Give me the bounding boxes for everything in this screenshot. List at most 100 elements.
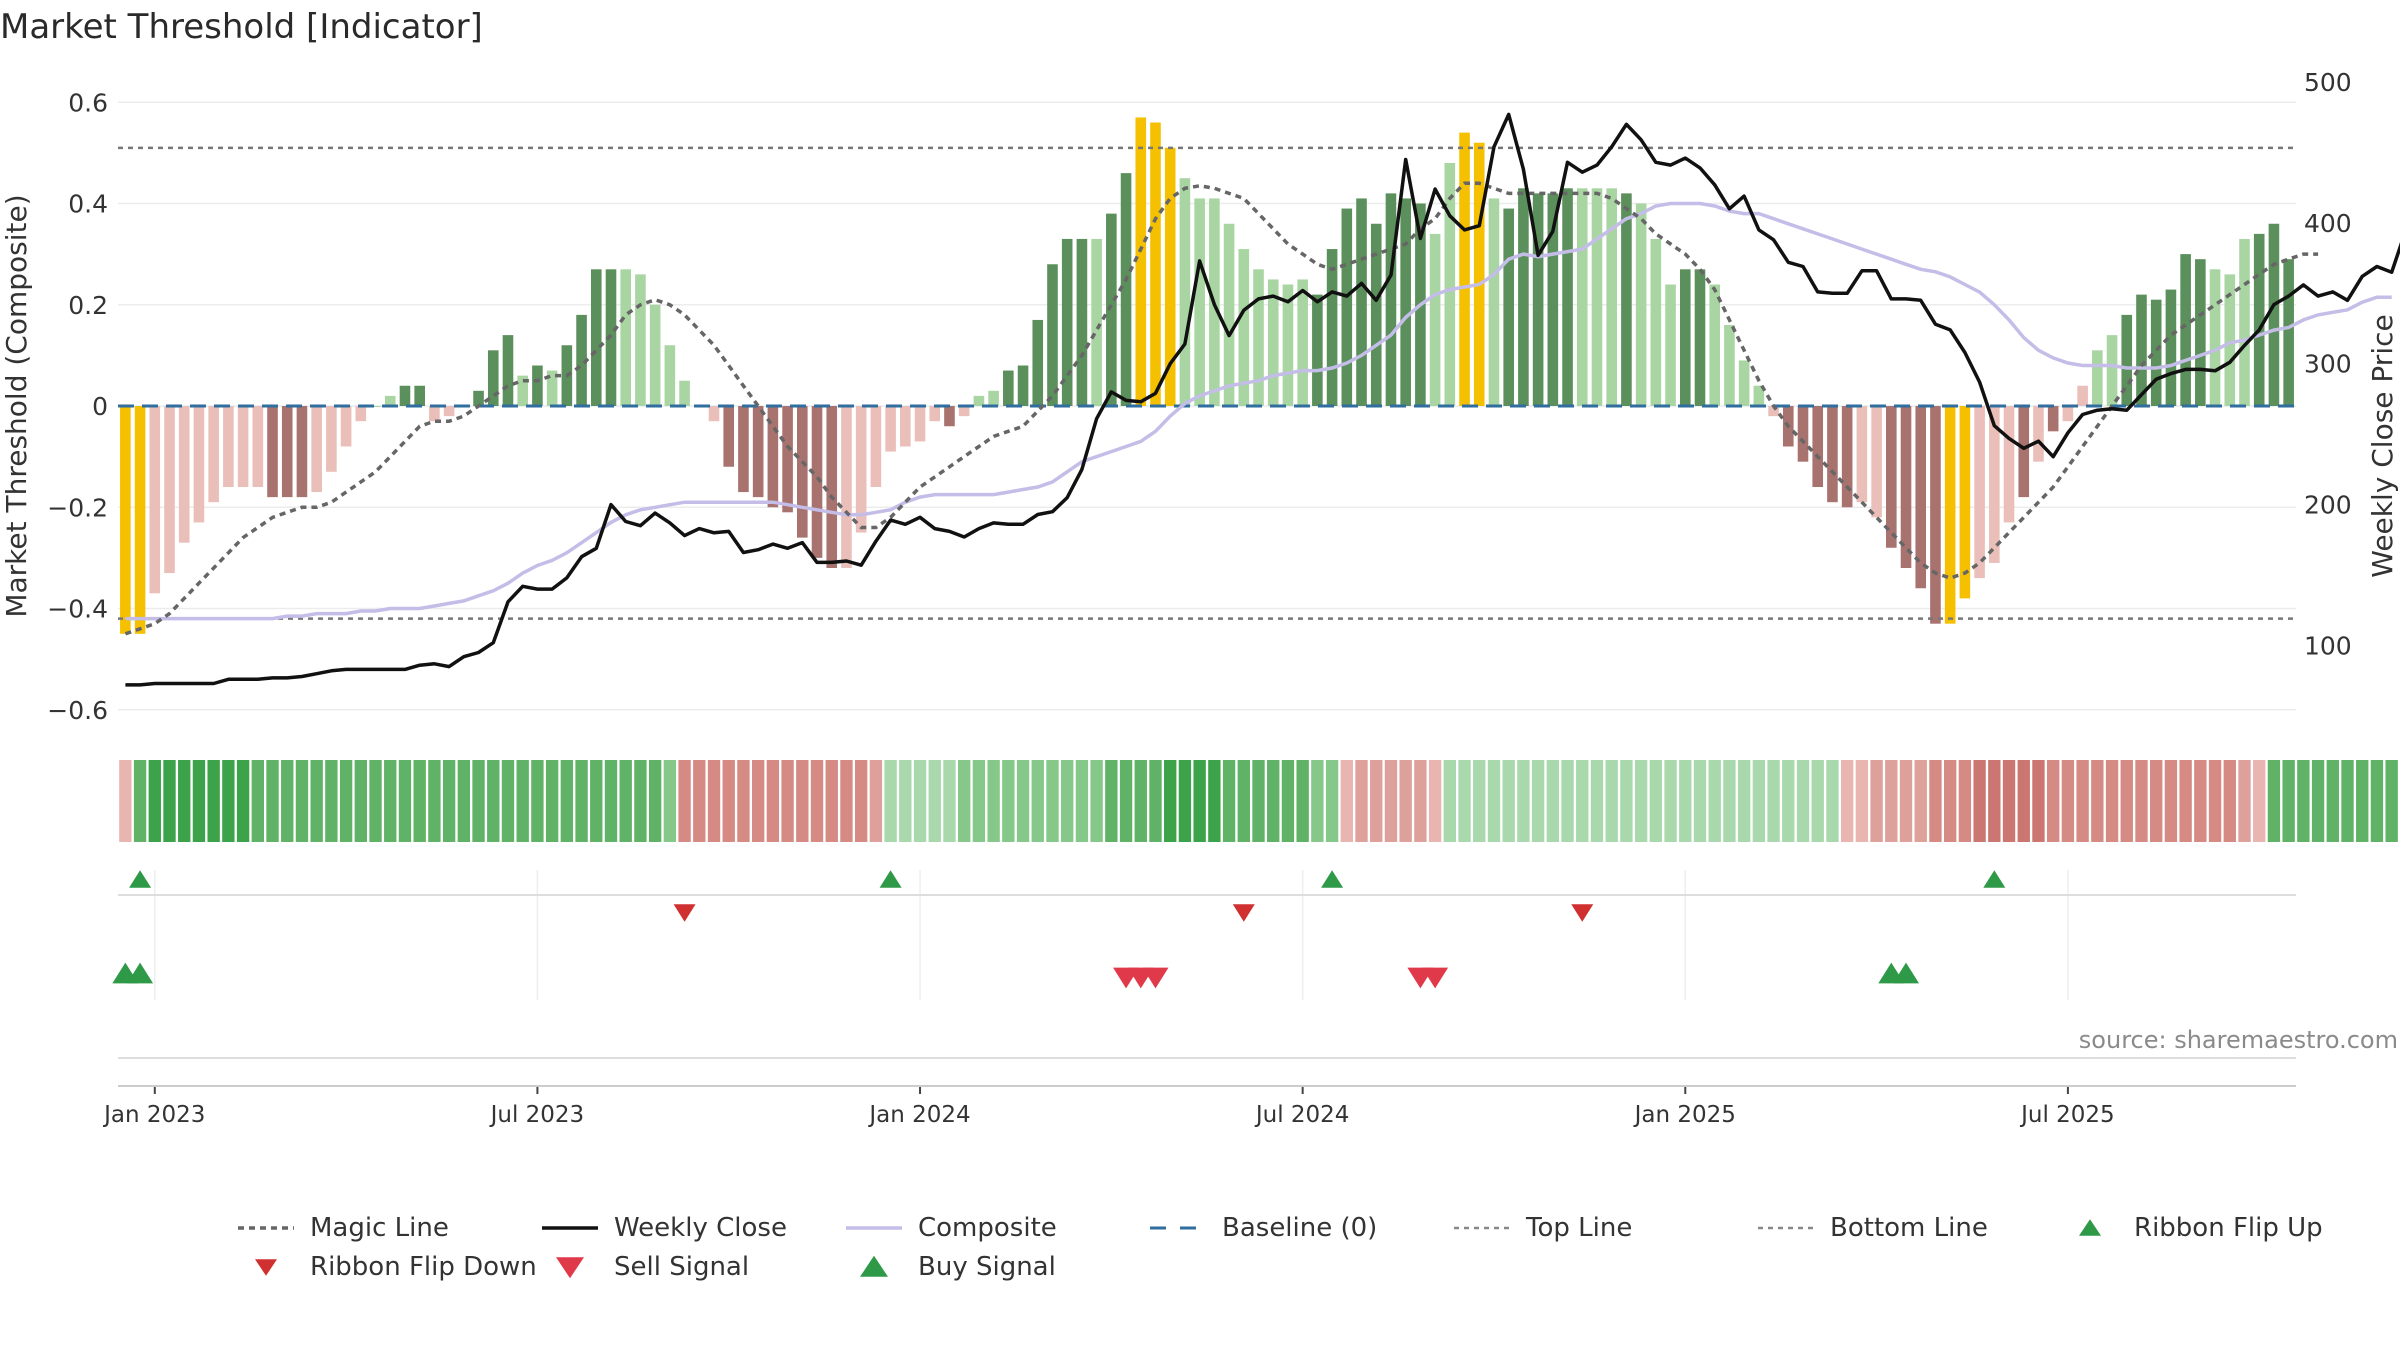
legend-label: Baseline (0) <box>1222 1213 1377 1243</box>
composite-bar <box>973 395 985 406</box>
composite-bar <box>1724 325 1735 406</box>
sell-signal-marker <box>1142 967 1169 989</box>
ribbon-cell <box>1458 760 1471 842</box>
composite-bar <box>620 269 632 406</box>
composite-bar <box>1223 223 1235 406</box>
composite-bar <box>1915 406 1927 589</box>
composite-bar <box>2209 269 2221 406</box>
ribbon-cell <box>148 760 161 842</box>
composite-bar <box>2136 294 2147 406</box>
ribbon-cell <box>442 760 456 842</box>
ribbon-cell <box>1222 760 1236 842</box>
ribbon-cell <box>2223 760 2236 842</box>
ribbon-cell <box>2370 760 2384 842</box>
composite-bar <box>1797 406 1809 462</box>
ribbon-cell <box>2002 760 2016 842</box>
ribbon-cell <box>1634 760 1648 842</box>
ribbon-cell <box>648 760 662 842</box>
composite-bar <box>311 406 322 493</box>
composite-bar <box>664 345 676 406</box>
composite-bar <box>797 406 808 538</box>
composite-bar <box>1665 284 1676 406</box>
ribbon-cell <box>1811 760 1824 842</box>
composite-bar <box>1812 406 1824 487</box>
y-tick-label: −0.4 <box>47 595 108 624</box>
composite-bar <box>1194 198 1205 406</box>
composite-bar <box>1106 213 1117 406</box>
ribbon-cell <box>133 760 147 842</box>
composite-bar <box>178 406 190 543</box>
ribbon-cell <box>398 760 412 842</box>
ribbon-cell <box>2164 760 2178 842</box>
composite-bar <box>2033 406 2044 462</box>
composite-bar <box>1370 223 1382 406</box>
composite-bar <box>1238 249 1250 406</box>
composite-bar <box>1547 193 1559 406</box>
chart-title: Market Threshold [Indicator] <box>0 7 483 47</box>
ribbon-cell <box>913 760 927 842</box>
composite-bar <box>900 406 911 447</box>
composite-bar <box>443 406 455 417</box>
ribbon-cell <box>958 760 971 842</box>
composite-bar <box>1120 173 1132 406</box>
composite-bar <box>1032 319 1044 406</box>
x-tick-label: Jan 2023 <box>102 1102 205 1128</box>
composite-bar <box>576 314 587 406</box>
x-tick-label: Jul 2023 <box>489 1102 585 1128</box>
signal-markers <box>112 870 2296 1087</box>
ribbon-flip-up-marker <box>879 870 902 888</box>
legend-label: Composite <box>918 1213 1057 1243</box>
ribbon-cell <box>1561 760 1574 842</box>
composite-bar <box>679 380 690 406</box>
composite-bar <box>267 406 278 498</box>
legend-label: Sell Signal <box>614 1252 749 1282</box>
ribbon-cell <box>987 760 1000 842</box>
x-tick-label: Jan 2025 <box>1633 1102 1736 1128</box>
ribbon-cell <box>2105 760 2119 842</box>
ribbon-cell <box>2297 760 2310 842</box>
composite-bar <box>826 406 838 568</box>
ribbon-cell <box>1473 760 1486 842</box>
ribbon-cell <box>1664 760 1677 842</box>
ribbon-cell <box>1502 760 1515 842</box>
ribbon-cell <box>1296 760 1309 842</box>
ribbon-cell <box>678 760 691 842</box>
composite-bar <box>223 406 234 487</box>
composite-bar <box>1635 203 1647 406</box>
ribbon-cell <box>2150 760 2163 842</box>
ribbon-cell <box>369 760 382 842</box>
ribbon-cell <box>2311 760 2325 842</box>
legend-label: Top Line <box>1525 1213 1632 1243</box>
ribbon-cell <box>884 760 897 842</box>
composite-bar <box>752 406 764 498</box>
ribbon-cell <box>1929 760 1942 842</box>
composite-bars <box>120 117 2294 634</box>
composite-bar <box>782 406 793 513</box>
ribbon-flip-up-marker <box>1321 870 1344 888</box>
composite-bar <box>1518 188 1529 406</box>
composite-bar <box>738 406 749 493</box>
composite-bar <box>708 406 720 422</box>
composite-bar <box>1444 163 1456 406</box>
legend-label: Ribbon Flip Up <box>2134 1213 2323 1243</box>
ribbon-cell <box>2253 760 2266 842</box>
ribbon-cell <box>487 760 500 842</box>
ribbon-cell <box>1046 760 1059 842</box>
ribbon-cell <box>1796 760 1810 842</box>
composite-bar <box>1944 406 1956 624</box>
composite-bar <box>1532 193 1544 406</box>
ribbon-cell <box>1090 760 1103 842</box>
ribbon-cell <box>236 760 250 842</box>
composite-bar <box>1459 132 1470 406</box>
ribbon-cell <box>1252 760 1265 842</box>
composite-bar <box>1253 269 1264 406</box>
ribbon-cell <box>531 760 544 842</box>
ribbon-cell <box>1428 760 1442 842</box>
composite-bar <box>1164 147 1176 406</box>
composite-bar <box>1150 122 1161 406</box>
composite-bar <box>635 274 646 406</box>
ribbon-cell <box>339 760 353 842</box>
composite-bar <box>473 390 484 406</box>
composite-bar <box>590 269 602 406</box>
composite-line <box>125 201 2392 621</box>
